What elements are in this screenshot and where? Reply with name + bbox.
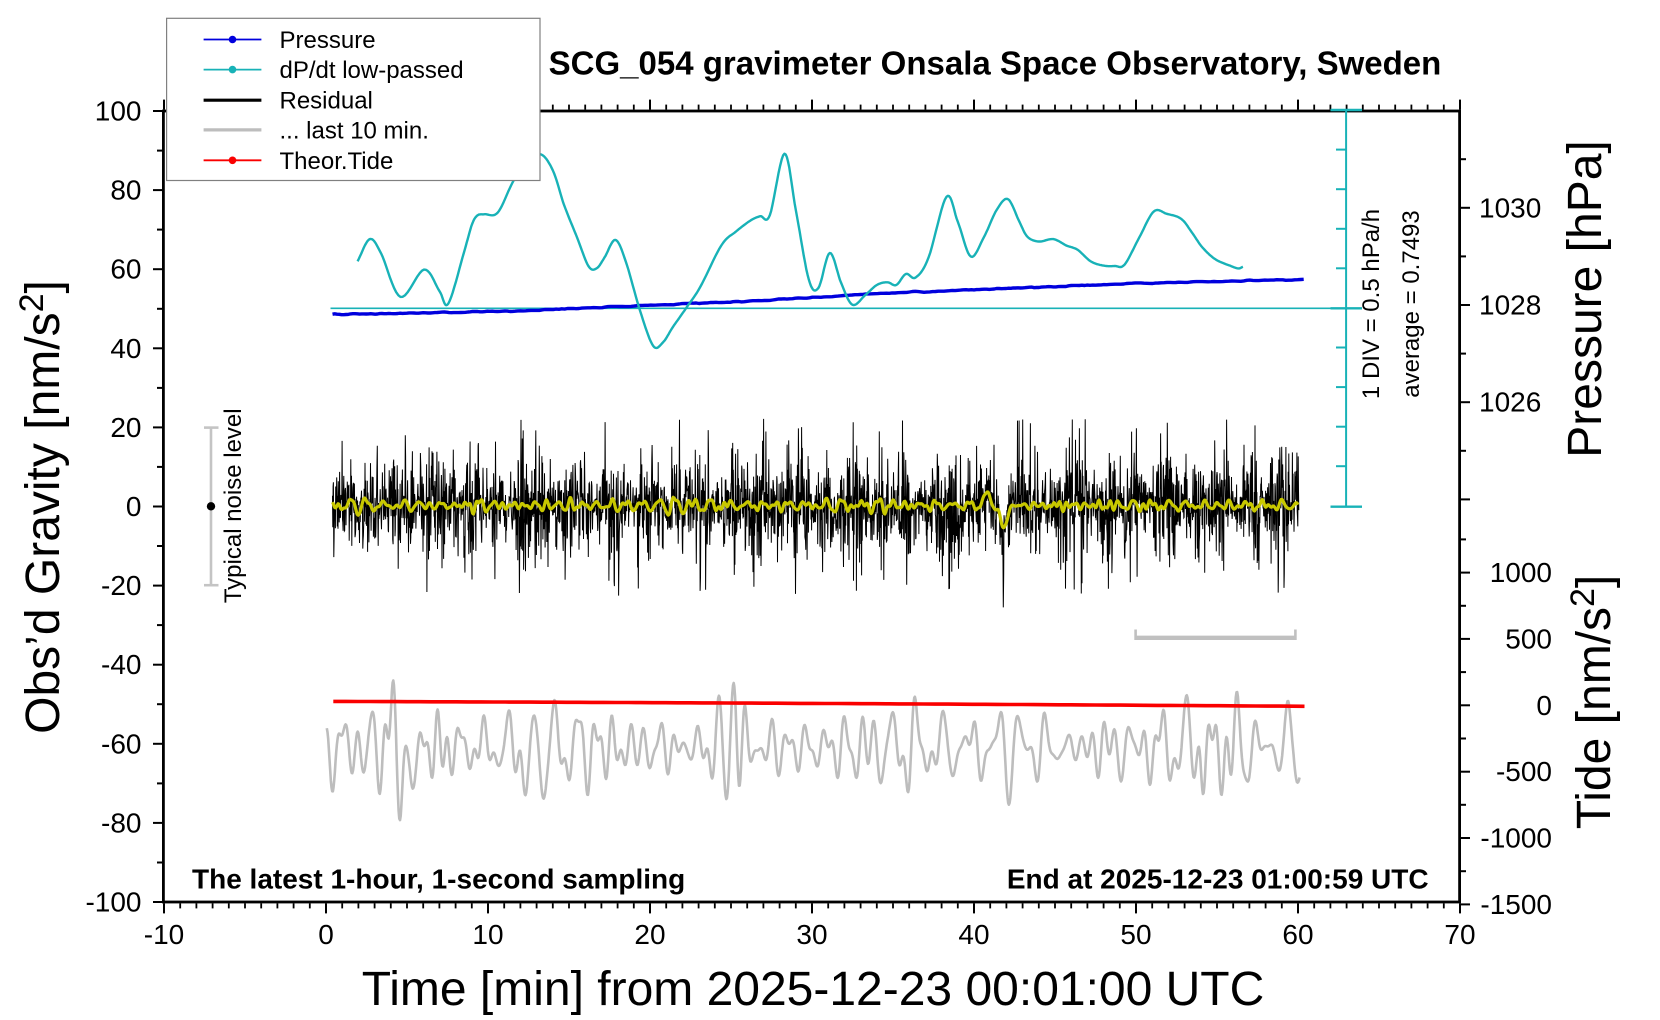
svg-text:1000: 1000 — [1490, 557, 1552, 588]
svg-text:Typical noise level: Typical noise level — [220, 408, 247, 603]
svg-text:50: 50 — [1120, 919, 1151, 950]
svg-text:SCG_054 gravimeter Onsala Spac: SCG_054 gravimeter Onsala Space Observat… — [549, 45, 1442, 82]
svg-text:100: 100 — [95, 96, 142, 127]
svg-text:-100: -100 — [85, 887, 141, 918]
svg-text:-80: -80 — [101, 807, 141, 838]
svg-text:80: 80 — [110, 175, 141, 206]
svg-text:average = 0.7493: average = 0.7493 — [1398, 210, 1425, 398]
svg-text:Residual: Residual — [280, 88, 373, 115]
svg-text:The latest 1-hour, 1-second sa: The latest 1-hour, 1-second sampling — [192, 864, 685, 895]
svg-text:-60: -60 — [101, 728, 141, 759]
svg-text:60: 60 — [110, 254, 141, 285]
svg-text:-20: -20 — [101, 570, 141, 601]
svg-text:30: 30 — [796, 919, 827, 950]
svg-text:dP/dt low-passed: dP/dt low-passed — [280, 57, 464, 84]
svg-text:-500: -500 — [1496, 756, 1552, 787]
svg-text:20: 20 — [634, 919, 665, 950]
svg-text:Pressure [hPa]: Pressure [hPa] — [1559, 140, 1612, 457]
svg-text:0: 0 — [318, 919, 334, 950]
svg-text:Obs’d Gravity [nm/s2]: Obs’d Gravity [nm/s2] — [13, 280, 70, 734]
svg-text:20: 20 — [110, 412, 141, 443]
svg-text:Time [min] from 2025-12-23 00:: Time [min] from 2025-12-23 00:01:00 UTC — [362, 963, 1265, 1016]
svg-text:1030: 1030 — [1479, 192, 1541, 223]
svg-text:0: 0 — [1536, 690, 1552, 721]
svg-text:500: 500 — [1505, 623, 1552, 654]
svg-text:10: 10 — [472, 919, 503, 950]
svg-text:-40: -40 — [101, 649, 141, 680]
svg-text:-1500: -1500 — [1480, 889, 1552, 920]
svg-text:... last 10 min.: ... last 10 min. — [280, 117, 429, 144]
svg-text:70: 70 — [1444, 919, 1475, 950]
svg-text:40: 40 — [110, 333, 141, 364]
svg-text:Pressure: Pressure — [280, 27, 376, 54]
svg-text:1028: 1028 — [1479, 290, 1541, 321]
svg-text:40: 40 — [958, 919, 989, 950]
svg-text:End at 2025-12-23 01:00:59 UTC: End at 2025-12-23 01:00:59 UTC — [1007, 864, 1429, 895]
svg-text:1026: 1026 — [1479, 387, 1541, 418]
svg-text:-1000: -1000 — [1480, 823, 1552, 854]
svg-text:Theor.Tide: Theor.Tide — [280, 148, 394, 175]
svg-text:Tide [nm/s2]: Tide [nm/s2] — [1564, 575, 1621, 830]
svg-text:60: 60 — [1282, 919, 1313, 950]
svg-text:1 DIV = 0.5 hPa/h: 1 DIV = 0.5 hPa/h — [1358, 209, 1385, 399]
svg-text:-10: -10 — [144, 919, 184, 950]
svg-text:0: 0 — [126, 491, 142, 522]
